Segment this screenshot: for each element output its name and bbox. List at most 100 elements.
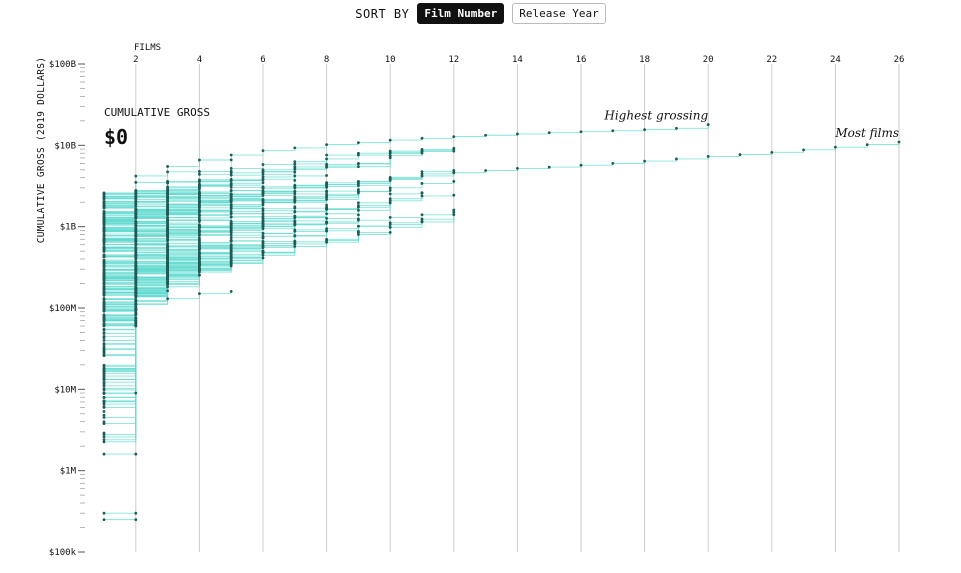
series-point: [102, 203, 106, 207]
series-point: [293, 146, 297, 150]
x-axis: 2 4 6 8 10 12 14 16 18 20 22 24 26: [133, 55, 904, 65]
series-point: [134, 264, 138, 268]
series-point: [357, 208, 360, 212]
series-point: [420, 172, 424, 176]
series-point: [198, 208, 201, 212]
series-point: [102, 331, 106, 335]
series-point: [198, 225, 201, 229]
series-point: [102, 261, 106, 265]
series-point: [675, 126, 678, 130]
series-point: [229, 253, 233, 257]
series-point: [357, 184, 360, 187]
series-point: [357, 233, 360, 236]
series-point: [134, 260, 138, 264]
series-point: [102, 327, 106, 331]
x-tick-label: 18: [639, 55, 650, 65]
series-point: [229, 182, 233, 186]
series-point: [261, 181, 265, 184]
series-point: [897, 140, 901, 144]
series-point: [134, 286, 138, 290]
series-point: [293, 160, 297, 164]
series-point: [293, 220, 297, 224]
series-point: [452, 168, 456, 172]
series-point: [229, 238, 233, 242]
series-point: [388, 201, 392, 205]
series-point: [166, 192, 170, 195]
y-tick-label: $100k: [49, 548, 77, 558]
series-point: [293, 200, 297, 204]
series-point: [134, 235, 138, 238]
series-point: [134, 283, 138, 286]
series-point: [102, 210, 106, 214]
series-point: [134, 257, 138, 261]
series-point: [229, 251, 233, 255]
series-point: [102, 370, 106, 374]
series-point: [388, 138, 392, 142]
x-tick-label: 20: [703, 55, 714, 65]
series-point: [420, 174, 424, 178]
series-point: [102, 218, 106, 222]
series-point: [229, 228, 233, 232]
series-point: [198, 200, 201, 204]
y-tick-label: $10B: [54, 141, 76, 151]
series-point: [166, 218, 170, 221]
series-point: [261, 198, 265, 202]
series-point: [834, 145, 837, 149]
series-point: [420, 213, 424, 217]
series-point: [293, 197, 297, 201]
series-point: [198, 170, 201, 173]
series-point: [643, 128, 646, 132]
series-point: [198, 248, 201, 252]
y-axis: $100k $1M $10M $100M $1B $10B $100B: [49, 60, 85, 558]
series-annotation: Most films: [834, 126, 899, 140]
x-tick-label: 22: [766, 55, 777, 65]
series-point: [166, 280, 170, 283]
series-point: [102, 420, 106, 424]
series-point: [229, 169, 233, 173]
series-point: [102, 373, 106, 377]
series-point: [229, 225, 233, 229]
series-point: [102, 319, 106, 323]
series-point: [325, 195, 328, 199]
film-series-line: [104, 320, 137, 372]
series-point: [134, 391, 138, 395]
y-tick-label: $10M: [54, 385, 76, 395]
series-point: [388, 231, 392, 234]
series-point: [325, 186, 328, 189]
series-point: [102, 226, 106, 230]
series-point: [706, 155, 710, 158]
series-point: [198, 236, 201, 240]
sort-release-year-button[interactable]: Release Year: [512, 3, 606, 24]
series-point: [325, 221, 328, 225]
series-point: [166, 258, 170, 262]
series-point: [452, 193, 456, 197]
series-point: [452, 213, 456, 217]
series-point: [261, 209, 265, 213]
series-point: [102, 324, 106, 328]
series-point: [102, 382, 106, 386]
series-point: [261, 225, 265, 229]
series-point: [166, 249, 170, 253]
series-point: [102, 291, 106, 295]
series-point: [102, 345, 106, 349]
sort-film-number-button[interactable]: Film Number: [417, 3, 505, 24]
series-point: [134, 210, 138, 214]
series-point: [261, 149, 265, 153]
series-point: [420, 149, 424, 153]
series-point: [261, 172, 265, 176]
series-point: [102, 287, 106, 291]
x-tick-label: 4: [197, 55, 202, 65]
series-point: [134, 262, 138, 266]
series-point: [134, 246, 138, 250]
series-points: [102, 123, 901, 522]
series-point: [102, 395, 106, 399]
series-point: [102, 416, 106, 419]
series-point: [102, 413, 106, 417]
series-point: [134, 294, 138, 298]
series-point: [102, 301, 106, 305]
series-point: [229, 256, 233, 260]
series-point: [293, 205, 297, 209]
series-point: [198, 197, 201, 201]
series-point: [102, 338, 106, 342]
series-point: [166, 208, 170, 212]
